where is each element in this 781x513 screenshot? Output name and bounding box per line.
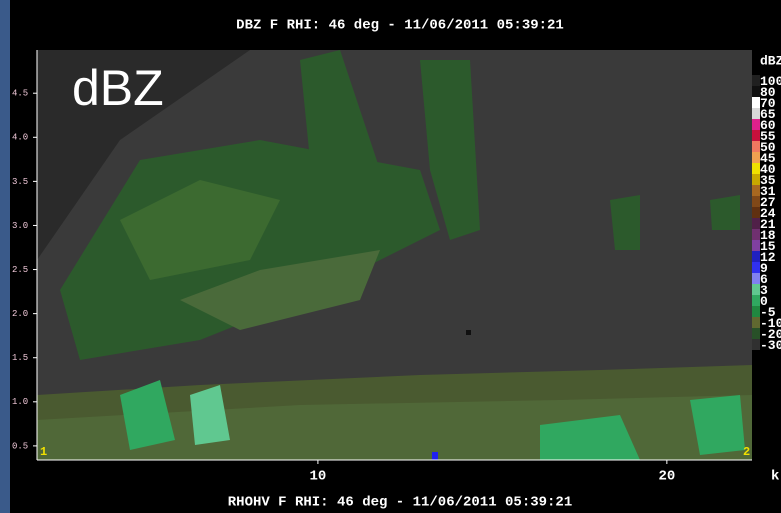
echo-region <box>120 180 280 280</box>
colorbar-swatch <box>752 317 760 328</box>
colorbar-label: 27 <box>760 195 776 210</box>
colorbar-label: 65 <box>760 107 776 122</box>
colorbar-swatch <box>752 284 760 295</box>
colorbar-label: 40 <box>760 162 776 177</box>
colorbar-swatch <box>752 339 760 350</box>
colorbar-swatch <box>752 174 760 185</box>
y-tick-label: 2.5 <box>12 265 28 275</box>
corner-label: 1 <box>40 445 47 459</box>
y-tick-label: 1.5 <box>12 353 28 363</box>
x-tick-label: 10 <box>309 469 326 485</box>
y-tick-label: 2.0 <box>12 309 28 319</box>
echo-region <box>710 195 740 230</box>
y-tick-label: 4.0 <box>12 133 28 143</box>
colorbar-swatch <box>752 328 760 339</box>
colorbar-swatch <box>752 240 760 251</box>
colorbar-label: 15 <box>760 239 776 254</box>
colorbar-label: -30 <box>760 338 781 353</box>
ground-echo <box>540 415 640 460</box>
colorbar-swatch <box>752 229 760 240</box>
colorbar-swatch <box>752 97 760 108</box>
colorbar-label: -10 <box>760 316 781 331</box>
colorbar-label: 12 <box>760 250 776 265</box>
ground-echo <box>690 395 745 455</box>
colorbar-swatch <box>752 130 760 141</box>
colorbar-label: 24 <box>760 206 776 221</box>
ground-echo <box>120 380 175 450</box>
echo-pixel <box>432 452 438 460</box>
title: DBZ F RHI: 46 deg - 11/06/2011 05:39:21 <box>236 18 564 34</box>
colorbar-swatch <box>752 108 760 119</box>
colorbar-label: 100 <box>760 74 781 89</box>
colorbar-label: 3 <box>760 283 768 298</box>
echo-region <box>420 60 480 240</box>
colorbar-label: 45 <box>760 151 776 166</box>
colorbar-label: -5 <box>760 305 776 320</box>
colorbar-label: -20 <box>760 327 781 342</box>
colorbar-label: 6 <box>760 272 768 287</box>
x-unit-label: k <box>771 469 779 485</box>
plot-area <box>37 50 752 460</box>
echo-region <box>180 250 380 330</box>
colorbar-swatch <box>752 262 760 273</box>
colorbar-swatch <box>752 86 760 97</box>
colorbar-swatch <box>752 273 760 284</box>
y-tick-label: 1.0 <box>12 397 28 407</box>
colorbar-label: 31 <box>760 184 776 199</box>
echo-texture <box>37 50 250 260</box>
colorbar-swatch <box>752 152 760 163</box>
colorbar-label: 70 <box>760 96 776 111</box>
echo-pixel <box>466 330 471 335</box>
colorbar-label: 18 <box>760 228 776 243</box>
colorbar-label: 9 <box>760 261 768 276</box>
colorbar-label: 0 <box>760 294 768 309</box>
y-tick-label: 0.5 <box>12 441 28 451</box>
colorbar-label: 21 <box>760 217 776 232</box>
side-strip <box>0 0 10 513</box>
colorbar-swatch <box>752 185 760 196</box>
colorbar-swatch <box>752 196 760 207</box>
colorbar-label: 80 <box>760 85 776 100</box>
colorbar-swatch <box>752 119 760 130</box>
colorbar-swatch <box>752 163 760 174</box>
colorbar-swatch <box>752 141 760 152</box>
colorbar-label: 35 <box>760 173 776 188</box>
field-label: dBZ <box>72 60 164 116</box>
colorbar-label: 55 <box>760 129 776 144</box>
colorbar-label: 50 <box>760 140 776 155</box>
colorbar-label: 60 <box>760 118 776 133</box>
colorbar-swatch <box>752 251 760 262</box>
y-tick-label: 3.0 <box>12 221 28 231</box>
echo-region <box>610 195 640 250</box>
x-tick-label: 20 <box>658 469 675 485</box>
subtitle: RHOHV F RHI: 46 deg - 11/06/2011 05:39:2… <box>228 495 572 511</box>
echo-region <box>300 50 380 200</box>
colorbar-swatch <box>752 207 760 218</box>
colorbar-swatch <box>752 295 760 306</box>
y-tick-label: 3.5 <box>12 177 28 187</box>
colorbar-swatch <box>752 306 760 317</box>
corner-label: 2 <box>743 445 750 459</box>
y-tick-label: 4.5 <box>12 89 28 99</box>
colorbar-title: dBZ <box>760 53 781 68</box>
ground-echo <box>190 385 230 445</box>
colorbar-swatch <box>752 218 760 229</box>
colorbar-swatch <box>752 75 760 86</box>
